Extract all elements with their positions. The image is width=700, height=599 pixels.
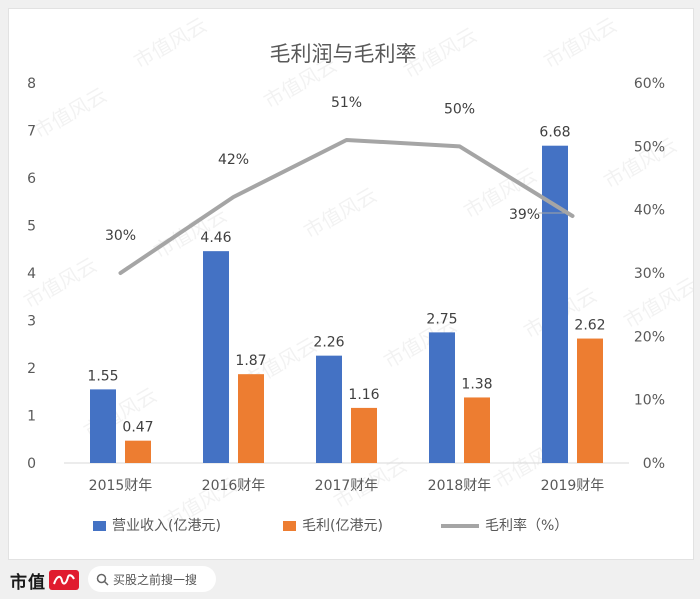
line-series <box>118 138 575 275</box>
legend-swatch <box>283 521 296 531</box>
search-placeholder: 买股之前搜一搜 <box>113 572 198 587</box>
axes: 0 1 2 3 4 5 6 7 8 0% 10% 20% 30% 40% 50% 60% 2015财年 2016财… <box>27 76 665 494</box>
y-left-tick-label: 3 <box>27 314 36 330</box>
y-left-tick-label: 0 <box>27 456 36 472</box>
bar-data-label: 2.75 <box>426 311 457 327</box>
bar-revenue <box>429 332 455 463</box>
legend: 营业收入(亿港元) 毛利(亿港元) 毛利率（%） <box>93 517 568 534</box>
y-right-tick-label: 60% <box>634 76 665 92</box>
bar-gross-profit <box>125 440 151 463</box>
x-tick-label: 2019财年 <box>541 478 605 494</box>
brand-logo-icon <box>49 570 79 590</box>
bar-data-label: 0.47 <box>122 420 153 436</box>
line-data-label: 39% <box>509 207 540 223</box>
legend-swatch <box>93 521 106 531</box>
x-tick-label: 2017财年 <box>315 478 379 494</box>
y-right-tick-label: 20% <box>634 329 665 345</box>
bar-data-label: 4.46 <box>200 230 231 246</box>
y-right-tick-label: 30% <box>634 266 665 282</box>
y-left-tick-label: 1 <box>27 409 36 425</box>
bar-gross-profit <box>464 397 490 463</box>
y-left-tick-label: 6 <box>27 171 36 187</box>
chart-card: 市值风云 市值风云 市值风云 市值风云 市值风云 市值风云 市值风云 市值风云 市值风云 市值风云… <box>8 8 694 560</box>
footer-bar: 市值 买股之前搜一搜 <box>0 560 700 599</box>
x-tick-label: 2018财年 <box>428 478 492 494</box>
y-left-tick-label: 2 <box>27 361 36 377</box>
y-left-tick-label: 7 <box>27 124 36 140</box>
watermark-text: 市值风云 <box>130 13 211 74</box>
search-icon <box>96 573 109 586</box>
bar-revenue <box>542 145 568 463</box>
line-data-label: 51% <box>331 95 362 111</box>
bar-data-label: 1.16 <box>348 387 379 403</box>
bar-revenue <box>90 389 116 463</box>
y-left-tick-label: 5 <box>27 219 36 235</box>
y-right-tick-label: 40% <box>634 203 665 219</box>
watermark-text: 市值风云 <box>540 13 621 74</box>
brand: 市值 <box>10 568 79 593</box>
bar-data-label: 2.62 <box>574 318 605 334</box>
bar-data-label: 2.26 <box>313 335 344 351</box>
watermark-text: 市值风云 <box>30 83 111 144</box>
y-left-tick-label: 8 <box>27 76 36 92</box>
y-right-tick-label: 0% <box>643 456 665 472</box>
y-right-tick-label: 10% <box>634 393 665 409</box>
bar-revenue <box>203 251 229 463</box>
search-box[interactable]: 买股之前搜一搜 <box>88 566 216 592</box>
gross-margin-line <box>118 138 575 275</box>
data-labels: 1.55 4.46 2.26 2.75 6.68 0.47 1.87 1.16 1.38 2.62… <box>87 95 605 436</box>
line-data-label: 30% <box>105 228 136 244</box>
y-right-tick-label: 50% <box>634 139 665 155</box>
watermark-text: 市值风云 <box>20 253 101 314</box>
chart-title: 毛利润与毛利率 <box>270 42 417 66</box>
watermark-text: 市值风云 <box>300 183 381 244</box>
line-data-label: 50% <box>444 101 475 117</box>
bar-data-label: 1.55 <box>87 368 118 384</box>
legend-label: 毛利率（%） <box>485 517 568 534</box>
bar-data-label: 1.38 <box>461 376 492 392</box>
x-tick-label: 2015财年 <box>89 478 153 494</box>
bar-gross-profit <box>351 407 377 463</box>
brand-name: 市值 <box>10 572 46 593</box>
bar-gross-profit <box>238 374 264 463</box>
bar-gross-profit <box>577 338 603 463</box>
y-left-tick-label: 4 <box>27 266 36 282</box>
bar-revenue <box>316 355 342 463</box>
bars <box>90 145 603 463</box>
legend-label: 毛利(亿港元) <box>302 518 383 534</box>
legend-label: 营业收入(亿港元) <box>112 518 221 534</box>
bar-data-label: 6.68 <box>539 125 570 141</box>
bar-data-label: 1.87 <box>235 353 266 369</box>
line-data-label: 42% <box>218 152 249 168</box>
x-tick-label: 2016财年 <box>202 478 266 494</box>
legend-swatch <box>441 524 479 528</box>
